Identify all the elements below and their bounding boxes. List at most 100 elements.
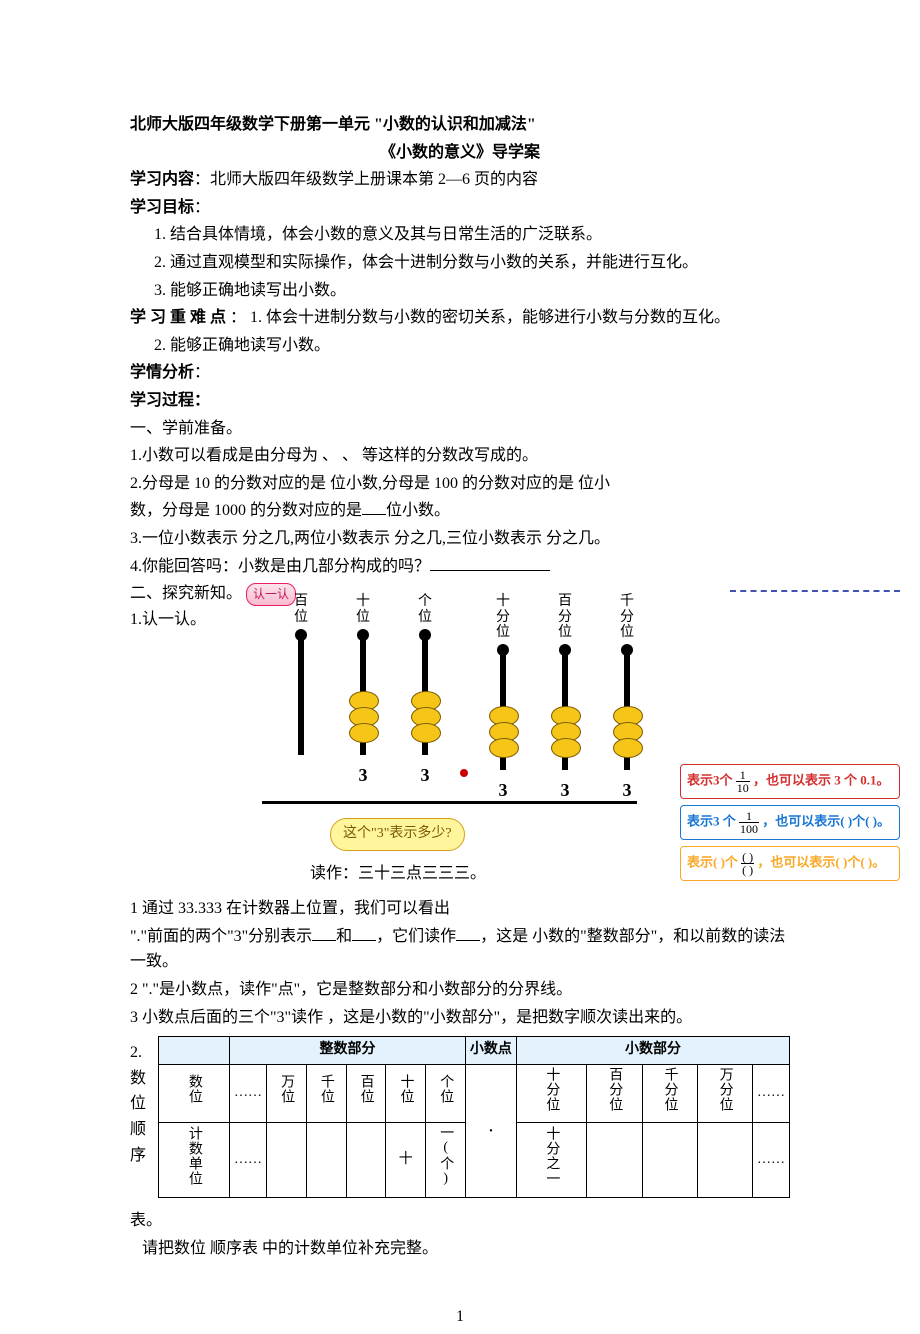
para1-line2: "."前面的两个"3"分别表示和，它们读作，这是 小数的"整数部分"，和以前数的…: [130, 924, 790, 975]
diff-label: 学 习 重 难 点: [130, 309, 226, 326]
text: ，它们读作: [376, 928, 456, 945]
text: 位小: [578, 475, 610, 492]
blank: [456, 924, 480, 941]
rod-label: 千 分 位: [620, 594, 634, 640]
bead-stack: [551, 710, 581, 758]
content-label: 学习内容: [130, 171, 194, 188]
section1-title: 一、学前准备。: [130, 416, 790, 442]
goal-label: 学习目标: [130, 199, 194, 216]
prep-q1: 1.小数可以看成是由分母为 、 、 等这样的分数改写成的。: [130, 443, 790, 469]
text: 位小数。: [386, 502, 450, 519]
rod-line: [624, 650, 630, 770]
bead: [551, 738, 581, 758]
table-row: 整数部分 小数点 小数部分: [159, 1037, 790, 1064]
cell: 万位: [267, 1064, 307, 1122]
text: 3 小数点后面的三个"3"读作: [130, 1009, 327, 1026]
blank: [352, 924, 376, 941]
dashed-line: [730, 590, 900, 592]
place-value-table-wrap: 整数部分 小数点 小数部分 数位……万位千位百位十位个位·十分位百分位千分位万分…: [158, 1036, 790, 1198]
blank: [430, 554, 550, 571]
cell: ……: [753, 1064, 790, 1122]
rod-top: [295, 629, 307, 641]
difficulty-1: 学 习 重 难 点 ： 1. 体会十进制分数与小数的密切关系，能够进行小数与分数…: [130, 305, 790, 331]
abacus-rod: 百 位: [270, 594, 332, 805]
abacus-rod: 十 分 位3: [472, 594, 534, 805]
cell: ……: [230, 1064, 267, 1122]
prep-q4: 4.你能回答吗：小数是由几部分构成的吗？: [130, 554, 790, 580]
rod-top: [419, 629, 431, 641]
rod-top: [559, 644, 571, 656]
bead: [613, 738, 643, 758]
text: 和: [336, 928, 352, 945]
bead: [411, 723, 441, 743]
cell: 十位: [386, 1064, 426, 1122]
text: ，这是小数的"小数部分"，是把数字顺次读出来的。: [327, 1009, 692, 1026]
text: 数，分母是 1000 的分数对应的是: [130, 502, 362, 519]
cell: 十分位: [516, 1064, 587, 1122]
para1-line1: 1 通过 33.333 在计数器上位置，我们可以看出: [130, 896, 790, 922]
cell: [159, 1037, 230, 1064]
cell: 百位: [346, 1064, 386, 1122]
bead-stack: [349, 695, 379, 743]
abacus-diagram: 百 位十 位3个 位3十 分 位3百 分 位3千 分 位3 这个"3"表示多少?…: [270, 594, 890, 886]
rod-digit: 3: [623, 776, 632, 805]
text: 等这样的分数改写成的。: [362, 447, 538, 464]
callout-box: 表示( )个 ( )( ) ，也可以表示( )个( )。: [680, 846, 900, 881]
analysis-colon: ：: [194, 364, 210, 381]
document-page: 北师大版四年级数学下册第一单元 "小数的认识和加减法" 《小数的意义》导学案 学…: [0, 0, 920, 1334]
para3: 3 小数点后面的三个"3"读作 ，这是小数的"小数部分"，是把数字顺次读出来的。: [130, 1005, 790, 1031]
blank: [312, 924, 336, 941]
abacus-rod: 十 位3: [332, 594, 394, 805]
rod-top: [497, 644, 509, 656]
row-label: 数位: [159, 1064, 230, 1122]
rod-digit: 3: [561, 776, 570, 805]
prep-q2-line1: 2.分母是 10 的分数对应的是 位小数,分母是 100 的分数对应的是 位小: [130, 471, 790, 497]
cell: 万分位: [697, 1064, 752, 1122]
bead: [489, 738, 519, 758]
para2: 2 "."是小数点，读作"点"，它是整数部分和小数部分的分界线。: [130, 977, 790, 1003]
title-line1: 北师大版四年级数学下册第一单元 "小数的认识和加减法": [130, 112, 790, 138]
text: 分之几,三位小数表示: [394, 530, 546, 547]
table-row: 数位……万位千位百位十位个位·十分位百分位千分位万分位……: [159, 1064, 790, 1122]
header-point: 小数点: [465, 1037, 516, 1064]
text: 分之几。: [546, 530, 610, 547]
item-2-2-text: 请把数位 顺序表 中的计数单位补充完整。: [130, 1236, 790, 1262]
header-decimal: 小数部分: [516, 1037, 789, 1064]
callout-box: 表示3 个 1100 ，也可以表示( )个( )。: [680, 805, 900, 840]
study-content: 学习内容：北师大版四年级数学上册课本第 2—6 页的内容: [130, 167, 790, 193]
cell: 十分之一: [516, 1122, 587, 1197]
rod-line: [500, 650, 506, 770]
cell: 十: [386, 1122, 426, 1197]
goal-item: 1. 结合具体情境，体会小数的意义及其与日常生活的广泛联系。: [130, 222, 790, 248]
diff1-text: ： 1. 体会十进制分数与小数的密切关系，能够进行小数与分数的互化。: [226, 309, 730, 326]
content-text: ：北师大版四年级数学上册课本第 2—6 页的内容: [194, 171, 538, 188]
text: 2.分母是 10 的分数对应的是: [130, 475, 330, 492]
rod-line: [562, 650, 568, 770]
analysis-line: 学情分析：: [130, 360, 790, 386]
text: 、: [322, 447, 342, 464]
cell: 千分位: [642, 1064, 697, 1122]
goal-header: 学习目标：: [130, 195, 790, 221]
rod-line: [422, 635, 428, 755]
cell: ……: [230, 1122, 267, 1197]
goal-item: 2. 通过直观模型和实际操作，体会十进制分数与小数的关系，并能进行互化。: [130, 250, 790, 276]
difficulty-2: 2. 能够正确地读写小数。: [130, 333, 790, 359]
bead-stack: [613, 710, 643, 758]
rod-digit: 3: [359, 761, 368, 790]
place-value-table: 整数部分 小数点 小数部分 数位……万位千位百位十位个位·十分位百分位千分位万分…: [158, 1036, 790, 1198]
rod-digit: 3: [421, 761, 430, 790]
rod-line: [298, 635, 304, 755]
bead-stack: [489, 710, 519, 758]
text: 分之几,两位小数表示: [242, 530, 394, 547]
text: 、: [342, 447, 362, 464]
cell: 千位: [306, 1064, 346, 1122]
cell: 个位: [426, 1064, 466, 1122]
cell: ……: [753, 1122, 790, 1197]
callout-box: 表示3个 110 ，也可以表示 3 个 0.1。: [680, 764, 900, 799]
text: 位小数,分母是 100 的分数对应的是: [330, 475, 578, 492]
analysis-label: 学情分析: [130, 364, 194, 381]
bead: [349, 723, 379, 743]
abacus-rod: 千 分 位 3: [596, 594, 658, 805]
rod-label: 个 位: [418, 594, 432, 625]
text: 3.一位小数表示: [130, 530, 242, 547]
